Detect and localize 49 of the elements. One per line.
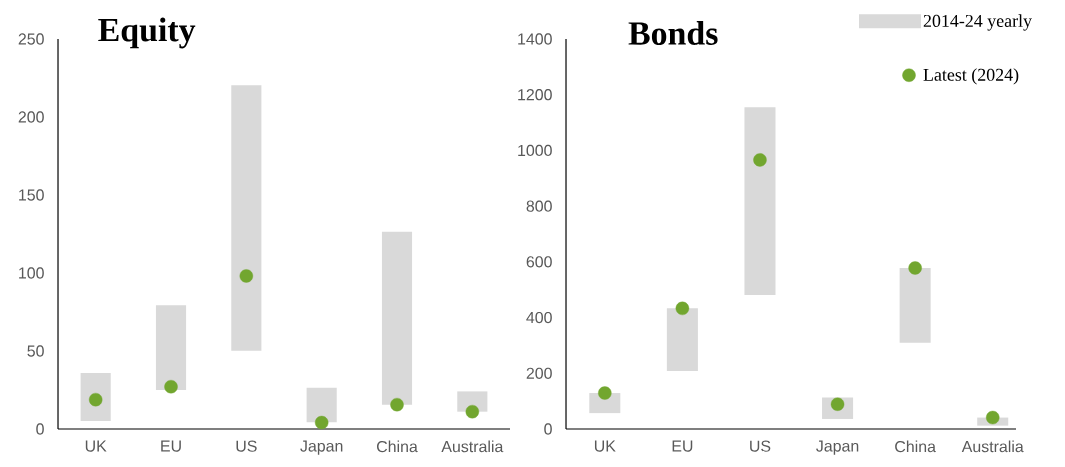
x-tick-label: China — [377, 440, 418, 453]
bar — [899, 267, 931, 343]
y-tick-label: 200 — [18, 111, 44, 123]
point — [314, 415, 329, 430]
x-tick-label: UK — [594, 440, 616, 452]
point — [465, 404, 480, 419]
chart-title: Equity — [98, 17, 196, 49]
y-tick-label: 1400 — [518, 33, 552, 45]
y-tick-label: 200 — [526, 367, 552, 379]
y-tick-label: 250 — [18, 33, 44, 45]
chart-title: Bonds — [628, 21, 718, 45]
y-tick-label: 400 — [526, 311, 552, 324]
x-tick-label: US — [750, 440, 771, 452]
point — [239, 269, 254, 283]
y-tick-label: 100 — [19, 267, 44, 279]
bar — [744, 107, 776, 295]
point — [390, 397, 404, 412]
legend-label: Latest (2024) — [923, 68, 1019, 85]
x-tick-label: EU — [672, 440, 693, 452]
point — [830, 397, 845, 411]
bar — [381, 231, 413, 405]
point — [675, 301, 690, 316]
point — [598, 386, 612, 400]
y-tick-label: 1000 — [518, 144, 552, 157]
y-tick-label: 0 — [544, 423, 552, 435]
x-tick-label: EU — [161, 440, 181, 452]
x-tick-label: Japan — [300, 440, 343, 455]
x-tick-label: Australia — [441, 440, 504, 453]
bar — [155, 305, 187, 390]
bar — [231, 85, 262, 351]
point — [753, 153, 767, 167]
legend-label: 2014-24 yearly — [923, 14, 1032, 31]
x-tick-label: US — [236, 440, 257, 452]
y-tick-label: 150 — [19, 189, 44, 201]
y-tick-label: 800 — [526, 200, 552, 212]
x-tick-label: China — [895, 440, 936, 453]
x-tick-label: Australia — [961, 440, 1024, 453]
y-tick-label: 50 — [27, 345, 44, 357]
point — [986, 410, 1000, 425]
y-tick-label: 0 — [36, 423, 44, 435]
bar — [306, 387, 337, 423]
y-tick-label: 1200 — [518, 89, 552, 101]
x-tick-label: UK — [85, 440, 107, 452]
x-tick-label: Japan — [816, 440, 859, 455]
point — [88, 392, 103, 407]
bar — [666, 308, 698, 372]
point — [164, 380, 178, 394]
point — [908, 261, 922, 275]
y-tick-label: 600 — [526, 256, 552, 268]
